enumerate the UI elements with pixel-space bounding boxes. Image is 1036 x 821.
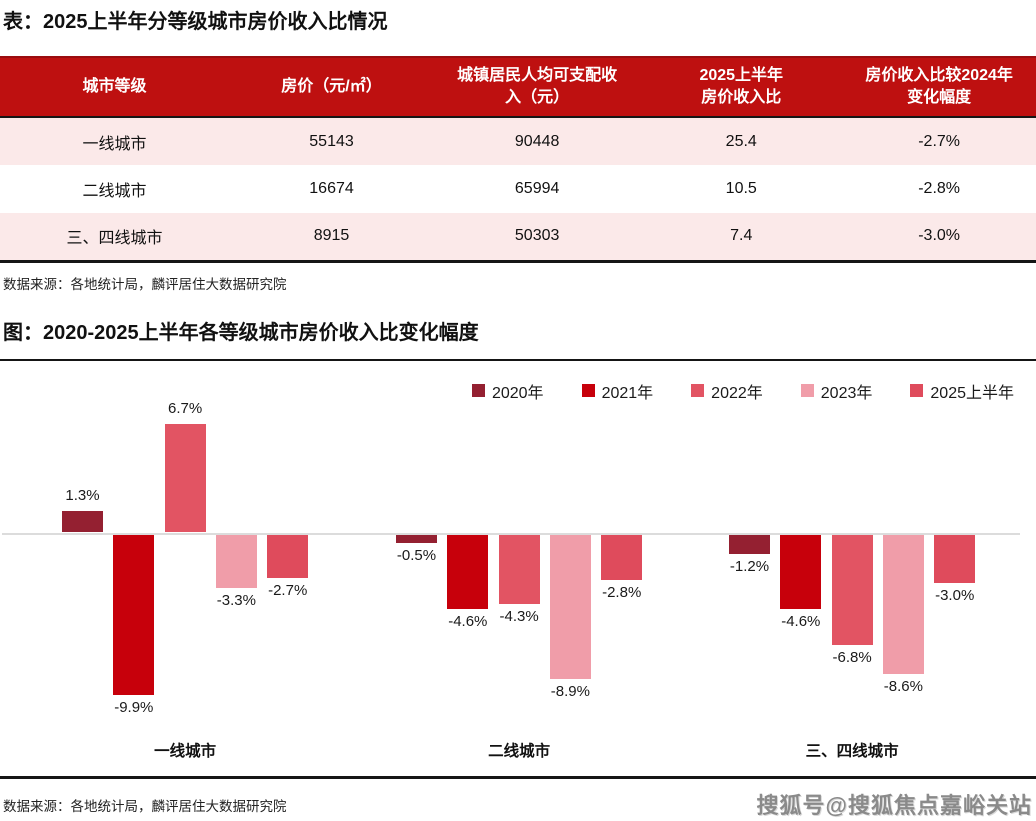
table-row: 三、四线城市 8915 50303 7.4 -3.0%	[0, 213, 1036, 261]
legend-label: 2020年	[491, 384, 544, 402]
price-income-table: 城市等级 房价（元/㎡） 城镇居民人均可支配收 入（元） 2025上半年 房价收…	[0, 56, 1036, 263]
bar-value-label: 1.3%	[65, 487, 100, 505]
chart-bar	[267, 534, 309, 579]
legend-item: 2022年	[691, 379, 763, 403]
header-disposable-income: 城镇居民人均可支配收 入（元）	[434, 57, 641, 118]
x-axis-category-label: 三、四线城市	[805, 742, 899, 760]
chart-bar	[729, 534, 770, 554]
divider-line	[0, 358, 1036, 361]
legend-swatch-icon	[910, 384, 924, 397]
bottom-divider-line	[0, 775, 1036, 779]
chart-bar	[780, 534, 822, 610]
footer: 数据来源：各地统计局，麟评居住大数据研究院 搜狐号@搜狐焦点嘉峪关站	[0, 779, 1036, 820]
chart-source-note: 数据来源：各地统计局，麟评居住大数据研究院	[3, 798, 287, 814]
cell-ratio: 7.4	[730, 227, 753, 245]
cell-city-tier: 三、四线城市	[66, 230, 163, 248]
cell-house-price: 8915	[313, 227, 350, 245]
cell-income: 90448	[514, 132, 560, 150]
chart-bar	[164, 423, 206, 533]
bar-value-label: -2.8%	[602, 583, 642, 601]
cell-ratio: 25.4	[725, 132, 757, 150]
bar-value-label: -3.0%	[935, 587, 975, 605]
bar-value-label: -0.5%	[396, 546, 437, 564]
chart-bar	[498, 534, 540, 605]
cell-change: -2.8%	[918, 180, 961, 197]
chart-bar	[62, 511, 103, 533]
chart-title: 图：2020-2025上半年各等级城市房价收入比变化幅度	[3, 321, 479, 344]
x-axis-category-label: 一线城市	[154, 742, 217, 760]
chart-bar	[831, 534, 873, 645]
bar-value-label: -6.8%	[832, 648, 872, 666]
chart-bar	[215, 534, 257, 588]
chart-bar	[447, 534, 489, 610]
bar-value-label: 6.7%	[167, 399, 203, 417]
bar-value-label: -8.6%	[883, 677, 923, 695]
table-row: 二线城市 16674 65994 10.5 -2.8%	[0, 165, 1036, 213]
chart-bar	[934, 534, 976, 584]
chart-legend: 2020年 2021年 2022年 2023年 2025上半年	[471, 379, 1014, 403]
watermark: 搜狐号@搜狐焦点嘉峪关站	[756, 792, 1032, 818]
x-axis-category-label: 二线城市	[488, 742, 551, 760]
legend-item: 2021年	[581, 379, 654, 403]
legend-item: 2020年	[471, 379, 544, 403]
cell-income: 65994	[514, 180, 560, 197]
bar-value-label: -4.6%	[448, 613, 488, 631]
legend-label: 2025上半年	[930, 384, 1014, 402]
bar-value-label: -2.7%	[268, 582, 308, 600]
bar-value-label: -4.3%	[499, 608, 539, 626]
cell-change: -2.7%	[918, 132, 961, 150]
bar-value-label: -8.9%	[550, 682, 590, 700]
legend-label: 2021年	[601, 384, 654, 402]
bar-value-label: -4.6%	[781, 613, 821, 631]
chart-bar	[549, 534, 591, 679]
table-row: 一线城市 55143 90448 25.4 -2.7%	[0, 117, 1036, 165]
table-source-note: 数据来源：各地统计局，麟评居住大数据研究院	[3, 276, 287, 292]
cell-city-tier: 二线城市	[82, 183, 147, 200]
chart-bar	[113, 534, 155, 695]
legend-swatch-icon	[691, 384, 705, 397]
chart-bar	[396, 534, 437, 543]
legend-item: 2023年	[800, 379, 873, 403]
chart-bar	[882, 534, 924, 674]
legend-swatch-icon	[800, 384, 814, 397]
cell-ratio: 10.5	[725, 180, 757, 197]
cell-change: -3.0%	[918, 227, 961, 245]
header-price-income-ratio: 2025上半年 房价收入比	[640, 57, 843, 118]
bar-value-label: -1.2%	[729, 557, 770, 575]
legend-label: 2023年	[820, 384, 873, 402]
table-title: 表：2025上半年分等级城市房价收入比情况	[3, 11, 388, 33]
zero-axis-line	[2, 532, 1020, 535]
chart-bar	[601, 534, 643, 580]
header-city-tier: 城市等级	[0, 57, 229, 118]
bar-value-label: -3.3%	[216, 591, 256, 609]
table-header-row: 城市等级 房价（元/㎡） 城镇居民人均可支配收 入（元） 2025上半年 房价收…	[0, 57, 1036, 118]
header-house-price: 房价（元/㎡）	[228, 57, 435, 118]
cell-house-price: 16674	[309, 180, 354, 197]
cell-income: 50303	[514, 227, 560, 245]
grouped-bar-chart: 2020年 2021年 2022年 2023年 2025上半年 1.3% -0.5% -1.…	[0, 361, 1036, 776]
cell-house-price: 55143	[309, 132, 354, 150]
legend-swatch-icon	[581, 384, 595, 397]
legend-swatch-icon	[471, 384, 485, 397]
legend-item: 2025上半年	[910, 379, 1014, 403]
header-change-vs-2024: 房价收入比较2024年 变化幅度	[842, 57, 1036, 118]
legend-label: 2022年	[711, 384, 763, 402]
cell-city-tier: 一线城市	[82, 135, 147, 153]
bar-value-label: -9.9%	[114, 698, 154, 716]
